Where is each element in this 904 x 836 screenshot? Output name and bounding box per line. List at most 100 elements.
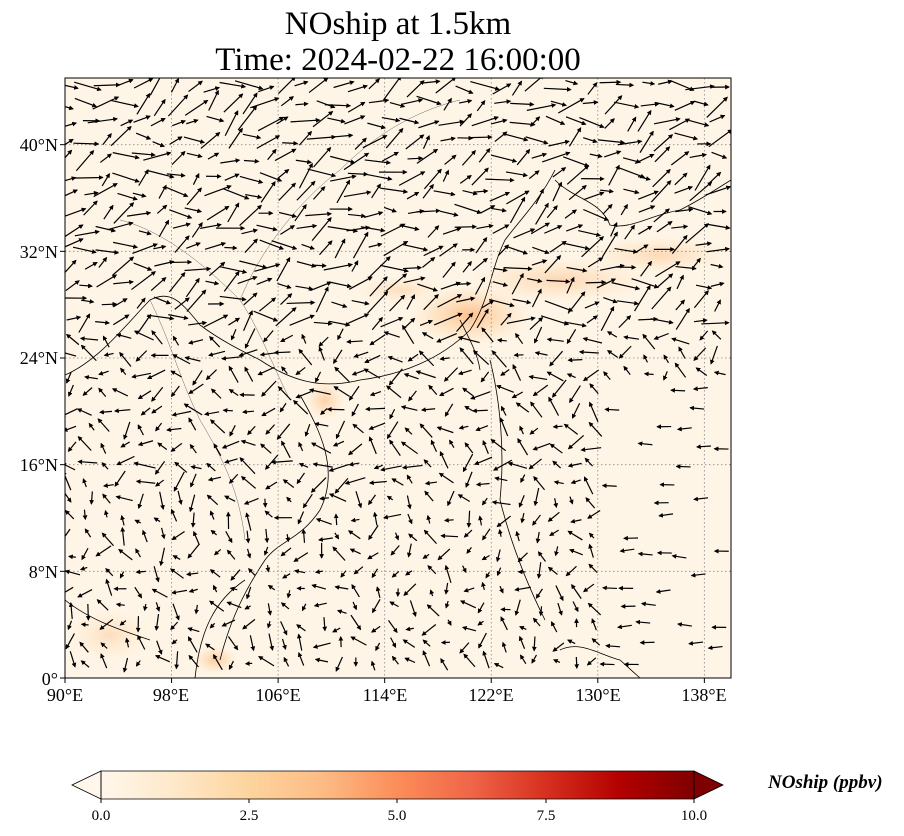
wind-vector [617, 166, 646, 179]
wind-vector [424, 490, 434, 502]
wind-vector [298, 348, 313, 366]
wind-vector [423, 168, 442, 190]
wind-vector [237, 275, 258, 285]
wind-vector [124, 637, 130, 648]
wind-vector [611, 282, 641, 291]
wind-vector [497, 244, 510, 257]
wind-vector [506, 190, 530, 205]
wind-vector [134, 519, 142, 525]
wind-vector [184, 266, 212, 272]
wind-vector [499, 585, 504, 594]
wind-vector [638, 225, 653, 235]
wind-vector [133, 78, 154, 89]
wind-vector [67, 441, 77, 453]
wind-vector [223, 93, 244, 113]
wind-vector [601, 483, 617, 489]
wind-vector [102, 335, 110, 348]
wind-vector [93, 183, 118, 198]
wind-vector [244, 328, 256, 349]
wind-vector [224, 173, 240, 181]
wind-vector [406, 543, 412, 558]
wind-vector [228, 317, 241, 326]
wind-vector [535, 531, 541, 544]
wind-vector [491, 350, 507, 368]
wind-vector [234, 80, 264, 91]
wind-vector [135, 569, 146, 575]
wind-vector [65, 333, 80, 346]
wind-vector [238, 349, 258, 357]
wind-vector [304, 423, 311, 437]
wind-vector [226, 549, 236, 560]
wind-vector [528, 458, 542, 470]
wind-vector [391, 478, 404, 486]
wind-vector [583, 191, 605, 201]
wind-vector [507, 246, 528, 255]
wind-vector [368, 78, 381, 90]
wind-vector [458, 425, 469, 430]
wind-vector [563, 242, 590, 251]
wind-vector [368, 494, 376, 506]
wind-vector [464, 442, 474, 454]
wind-vector [155, 479, 165, 487]
wind-vector [438, 119, 465, 126]
wind-vector [677, 622, 692, 627]
wind-vector [134, 586, 143, 599]
wind-vector [350, 517, 360, 523]
wind-vector [296, 633, 303, 651]
wind-vector [407, 155, 424, 161]
wind-vector [442, 261, 456, 278]
wind-vector [84, 528, 92, 538]
wind-vector [301, 243, 315, 250]
wind-vector [265, 565, 271, 573]
wind-vector [528, 170, 540, 180]
wind-vector [347, 101, 366, 113]
wind-vector [285, 534, 291, 543]
wind-vector [301, 603, 307, 612]
wind-vector [101, 462, 109, 470]
wind-vector [600, 306, 615, 331]
wind-vector [391, 570, 400, 578]
wind-vector [256, 135, 281, 149]
wind-vector [506, 316, 536, 324]
wind-vector [147, 314, 175, 321]
wind-vector [267, 603, 273, 616]
wind-vector [566, 164, 590, 185]
wind-vector [402, 639, 416, 648]
wind-vector [186, 289, 207, 312]
wind-vector [437, 548, 451, 561]
wind-vector [501, 641, 507, 653]
wind-vector [113, 202, 135, 224]
wind-vector [243, 497, 259, 505]
plume-inland [355, 276, 445, 304]
wind-vector [635, 619, 651, 625]
wind-vector [208, 350, 226, 357]
wind-vector [328, 493, 347, 502]
wind-vector [685, 84, 715, 91]
wind-vector [530, 222, 551, 235]
wind-vector [192, 370, 203, 386]
wind-vector [688, 640, 704, 646]
wind-vector [566, 276, 575, 294]
wind-vector [314, 657, 329, 663]
wind-vector [674, 172, 688, 186]
wind-vector [516, 148, 531, 166]
wind-vector [383, 513, 402, 520]
wind-vector [509, 196, 526, 224]
wind-vector [548, 396, 560, 416]
wind-vector [569, 548, 583, 556]
wind-vector [689, 152, 708, 159]
wind-vector [600, 188, 614, 194]
wind-vector [429, 589, 435, 597]
wind-vector [531, 152, 548, 159]
wind-vector [348, 276, 373, 290]
wind-vector [653, 208, 670, 223]
wind-vector [689, 181, 713, 202]
wind-vector [68, 554, 76, 560]
wind-vector [312, 642, 331, 649]
wind-vector [193, 530, 200, 546]
wind-vector [368, 422, 386, 431]
wind-vector [549, 529, 559, 536]
wind-vector [259, 172, 283, 182]
wind-vector [277, 78, 296, 95]
wind-vector [347, 171, 369, 177]
